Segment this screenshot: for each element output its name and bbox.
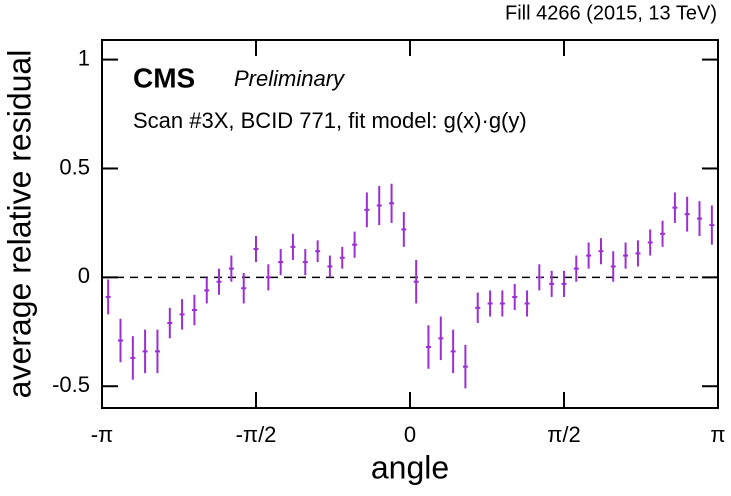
header: Fill 4266 (2015, 13 TeV) (505, 2, 717, 24)
y-axis-label: average relative residual (1, 50, 37, 399)
x-tick-label: π (710, 422, 725, 447)
y-tick-label: 1 (78, 45, 90, 70)
x-tick-label: π/2 (547, 422, 581, 447)
chart-subtitle: Preliminary (234, 66, 346, 91)
x-tick-label: 0 (404, 422, 416, 447)
x-tick-label: -π/2 (236, 422, 277, 447)
annotation: Scan #3X, BCID 771, fit model: g(x)·g(y) (133, 108, 527, 133)
plot-frame (101, 39, 719, 409)
y-tick-label: 0.5 (59, 154, 90, 179)
y-tick-label: 0 (78, 263, 90, 288)
y-tick-label: -0.5 (52, 372, 90, 397)
x-tick-label: -π (91, 422, 114, 447)
chart-title: CMS (133, 62, 195, 93)
x-axis-label: angle (371, 449, 449, 485)
